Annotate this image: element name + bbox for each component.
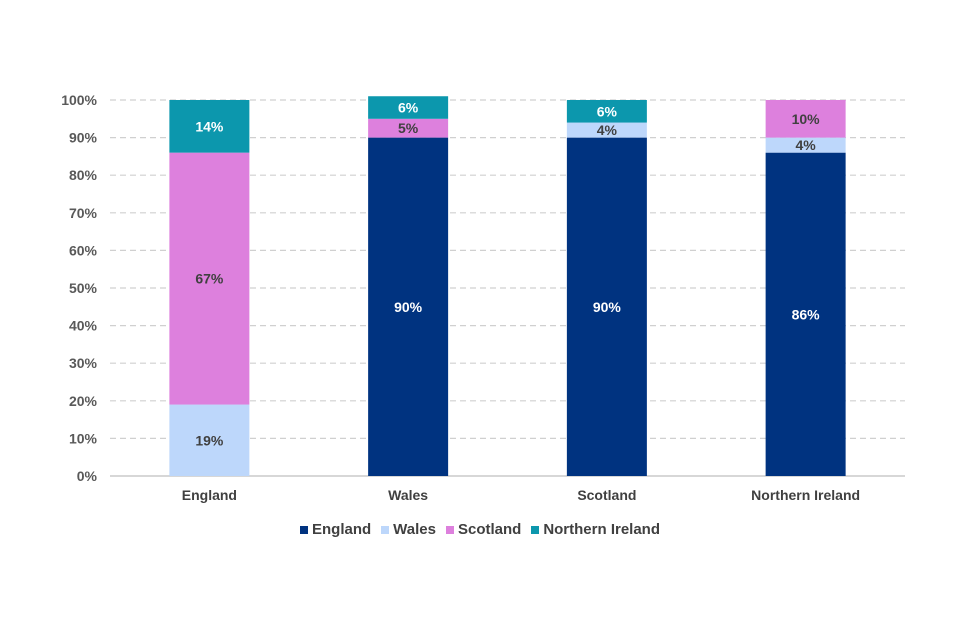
legend-label: England — [312, 521, 372, 538]
y-tick-label: 60% — [69, 242, 98, 258]
legend-label: Northern Ireland — [543, 521, 660, 538]
data-label: 90% — [394, 299, 423, 315]
legend-label: Scotland — [457, 521, 522, 538]
data-label: 90% — [593, 299, 622, 315]
bar-segment-england — [566, 137, 647, 476]
bar-segment-wales — [765, 137, 846, 153]
legend-item: England — [300, 521, 371, 538]
y-tick-label: 20% — [69, 393, 98, 409]
data-label: 6% — [597, 103, 618, 119]
bar-segment-northern-ireland — [368, 96, 449, 119]
data-label: 4% — [796, 137, 817, 153]
legend-item: Northern Ireland — [531, 521, 660, 538]
data-label: 4% — [597, 122, 618, 138]
legend-swatch — [531, 525, 540, 534]
bar-segment-england — [765, 152, 846, 476]
bar-segment-northern-ireland — [566, 100, 647, 123]
legend-item: Scotland — [445, 521, 522, 538]
data-label: 86% — [792, 306, 821, 322]
data-label: 10% — [792, 111, 821, 127]
data-label: 19% — [195, 432, 224, 448]
x-category-label: England — [182, 487, 237, 503]
y-tick-label: 40% — [69, 318, 98, 334]
data-label: 67% — [195, 271, 224, 287]
bar-segment-northern-ireland — [169, 100, 250, 153]
y-tick-label: 70% — [69, 205, 98, 221]
chart-legend: England Wales Scotland Northern Ireland — [0, 521, 960, 538]
legend-swatch — [300, 525, 308, 534]
legend-label: Wales — [393, 521, 436, 538]
y-tick-label: 50% — [69, 280, 98, 296]
data-label: 5% — [398, 120, 419, 136]
y-tick-label: 0% — [77, 468, 98, 484]
legend-swatch — [445, 525, 454, 534]
bar-segment-wales — [169, 404, 250, 476]
legend-swatch — [381, 525, 390, 534]
data-label: 14% — [195, 118, 224, 134]
bar-segment-scotland — [765, 100, 846, 138]
y-tick-label: 80% — [69, 167, 98, 183]
legend-item: Wales — [381, 521, 436, 538]
y-tick-label: 10% — [69, 430, 98, 446]
data-label: 6% — [398, 100, 419, 116]
bar-segment-wales — [566, 122, 647, 138]
y-tick-label: 30% — [69, 355, 98, 371]
bar-segment-scotland — [368, 118, 449, 138]
y-tick-label: 100% — [61, 92, 97, 108]
y-tick-label: 90% — [69, 130, 98, 146]
x-category-label: Scotland — [577, 487, 636, 503]
bar-segment-scotland — [169, 152, 250, 405]
x-category-label: Wales — [388, 487, 428, 503]
x-category-label: Northern Ireland — [751, 487, 860, 503]
bar-segment-england — [368, 137, 449, 476]
